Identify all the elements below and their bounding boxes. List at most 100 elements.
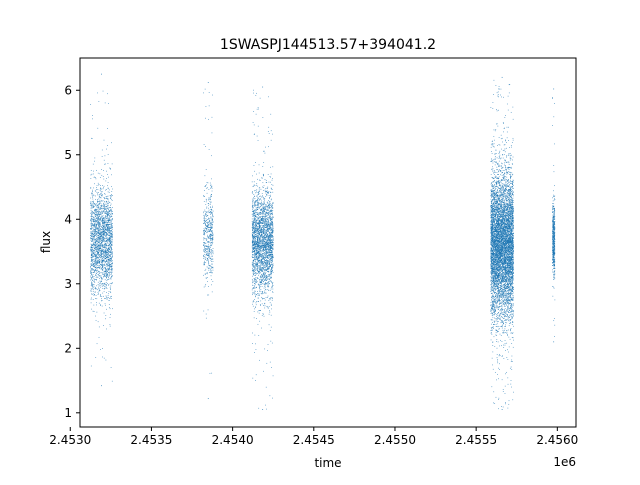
data-point — [96, 273, 97, 275]
data-point — [256, 229, 258, 231]
data-point — [210, 245, 212, 246]
data-point — [210, 211, 212, 213]
data-point — [264, 283, 266, 284]
data-point — [96, 214, 98, 216]
data-point — [98, 240, 100, 242]
data-point — [254, 263, 256, 264]
data-point — [93, 252, 95, 254]
data-point — [266, 246, 268, 247]
data-point — [96, 221, 98, 223]
data-point — [98, 263, 100, 265]
data-point — [97, 246, 98, 248]
data-point — [258, 241, 259, 243]
data-point — [93, 311, 95, 312]
data-point — [267, 263, 268, 265]
data-point — [110, 236, 112, 237]
data-point — [267, 266, 269, 267]
data-point — [206, 236, 208, 237]
data-point — [98, 302, 100, 304]
data-point — [109, 246, 111, 248]
data-point — [253, 124, 255, 126]
data-point — [271, 277, 272, 278]
data-point — [254, 299, 256, 300]
data-point — [91, 223, 92, 225]
data-point — [263, 238, 264, 240]
data-point — [100, 272, 102, 274]
data-point — [255, 250, 257, 252]
data-point — [268, 238, 270, 240]
data-point — [271, 259, 273, 261]
data-point — [103, 256, 105, 257]
data-point — [108, 238, 109, 240]
data-point — [269, 270, 271, 272]
data-point — [272, 282, 274, 283]
data-point — [96, 226, 97, 228]
data-point — [267, 261, 269, 262]
data-point — [267, 192, 268, 193]
data-point — [205, 238, 207, 239]
data-point — [266, 266, 267, 268]
data-point — [251, 227, 253, 228]
data-point — [252, 305, 254, 307]
data-point — [93, 253, 95, 255]
data-point — [210, 269, 212, 271]
data-point — [265, 181, 267, 183]
data-point — [269, 217, 271, 219]
data-point — [262, 250, 264, 252]
data-point — [98, 278, 100, 279]
data-point — [252, 227, 254, 228]
data-point — [264, 206, 266, 207]
data-point — [97, 205, 98, 206]
data-point — [95, 241, 96, 243]
data-point — [256, 213, 258, 215]
data-point — [95, 215, 96, 217]
data-point — [108, 220, 110, 221]
data-point — [209, 251, 211, 253]
data-point — [266, 237, 267, 239]
data-point — [107, 224, 109, 225]
data-point — [106, 211, 108, 212]
data-point — [266, 215, 267, 217]
data-point — [264, 244, 265, 246]
data-point — [253, 89, 254, 91]
data-point — [98, 203, 100, 205]
data-point — [103, 271, 105, 272]
data-point — [91, 273, 92, 275]
data-point — [95, 198, 96, 200]
data-point — [208, 149, 210, 150]
data-point — [203, 263, 205, 265]
data-point — [257, 235, 259, 237]
data-point — [264, 243, 265, 245]
data-point — [204, 214, 206, 215]
data-point — [97, 274, 99, 275]
data-point — [103, 178, 105, 180]
data-point — [106, 252, 108, 253]
data-point — [263, 225, 264, 227]
data-point — [264, 221, 266, 222]
data-point — [258, 247, 260, 249]
data-point — [211, 186, 213, 188]
data-point — [98, 242, 99, 243]
data-point — [99, 223, 100, 225]
data-point — [267, 224, 268, 226]
data-point — [258, 229, 260, 231]
data-point — [103, 203, 104, 205]
data-point — [210, 184, 211, 186]
data-point — [93, 279, 95, 281]
data-point — [260, 240, 262, 242]
data-point — [259, 320, 261, 322]
season-1-points — [90, 73, 113, 387]
data-point — [104, 224, 105, 226]
data-point — [95, 263, 97, 265]
data-point — [106, 328, 107, 330]
data-point — [95, 267, 96, 268]
data-point — [268, 217, 269, 219]
data-point — [263, 207, 265, 208]
data-point — [259, 235, 261, 237]
data-point — [204, 244, 205, 246]
data-point — [104, 238, 106, 239]
data-point — [212, 234, 214, 236]
data-point — [108, 250, 109, 252]
data-point — [92, 252, 94, 254]
data-point — [258, 231, 259, 232]
